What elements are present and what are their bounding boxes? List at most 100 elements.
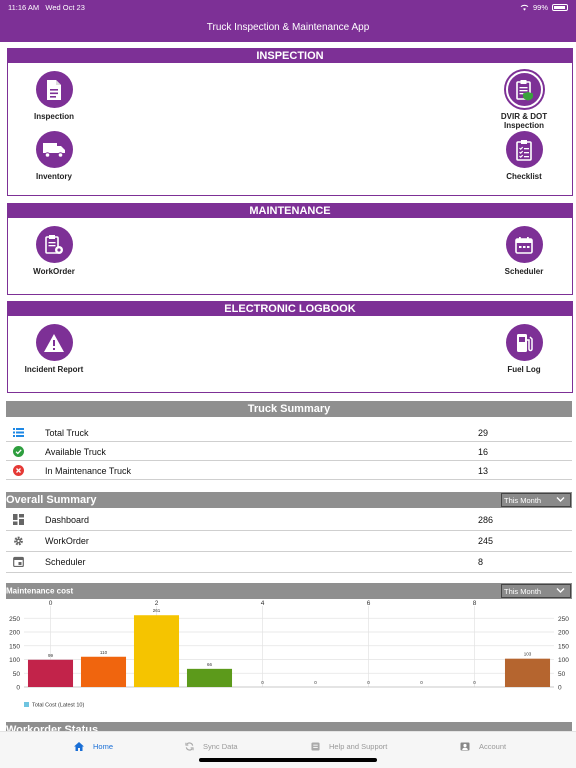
- y-tick-label-left: 100: [9, 657, 20, 664]
- y-tick-label-right: 200: [558, 630, 569, 637]
- tab-sync-data[interactable]: Sync Data: [185, 742, 238, 751]
- x-circle-icon: [13, 465, 24, 476]
- help-icon: [311, 742, 320, 751]
- bar-value-label: 103: [524, 652, 532, 657]
- overall-summary-filter-value: This Month: [504, 495, 542, 505]
- inspection-tile[interactable]: Inspection: [14, 71, 94, 121]
- workorder-gear-icon: [35, 226, 73, 263]
- tab-label: Account: [479, 742, 507, 751]
- gear-icon: [13, 535, 24, 546]
- overall-row-label: Scheduler: [45, 557, 86, 567]
- bar: [186, 668, 233, 687]
- legend-label: Total Cost (Latest 10): [32, 703, 84, 709]
- x-tick-label: 6: [367, 600, 371, 607]
- tab-bar: Home Sync Data Help and Support Account: [0, 731, 576, 768]
- x-tick-label: 2: [155, 600, 159, 607]
- fuel-log-tile[interactable]: Fuel Log: [484, 324, 564, 374]
- summary-row-value: 29: [478, 428, 489, 438]
- bar-value-label: 0: [473, 680, 476, 685]
- y-tick-label-left: 0: [16, 685, 20, 692]
- summary-row-total-truck[interactable]: Total Truck 29: [6, 423, 572, 442]
- bar: [504, 658, 551, 687]
- dvir-dot-inspection-tile[interactable]: DVIR & DOT Inspection: [484, 71, 564, 130]
- battery-icon: [552, 4, 568, 11]
- y-tick-label-left: 50: [13, 671, 21, 678]
- x-tick-label: 8: [473, 600, 477, 607]
- maintenance-panel: MAINTENANCE WorkOrder Scheduler: [7, 203, 573, 295]
- y-tick-label-left: 250: [9, 616, 20, 623]
- incident-report-tile[interactable]: Incident Report: [14, 324, 94, 374]
- inventory-label: Inventory: [35, 172, 72, 181]
- legend-swatch: [24, 702, 29, 707]
- logbook-title: ELECTRONIC LOGBOOK: [8, 302, 572, 316]
- check-circle-icon: [13, 446, 24, 457]
- home-indicator: [199, 758, 377, 762]
- bar-value-label: 110: [100, 650, 108, 655]
- logbook-panel: ELECTRONIC LOGBOOK Incident Report Fuel …: [7, 301, 573, 393]
- fuel-log-label: Fuel Log: [507, 365, 541, 374]
- maintenance-title: MAINTENANCE: [8, 204, 572, 218]
- tab-home[interactable]: Home: [74, 742, 113, 751]
- y-tick-label-left: 200: [9, 630, 20, 637]
- overall-summary-title: Overall Summary: [6, 494, 97, 506]
- incident-report-label: Incident Report: [24, 365, 84, 374]
- chevron-down-icon: [556, 587, 565, 596]
- summary-row-value: 13: [478, 466, 489, 476]
- summary-row-label: In Maintenance Truck: [45, 466, 132, 476]
- bar: [27, 659, 74, 687]
- maintenance-cost-chart-svg: 0 0 50 50 100 100 150 150 200 200 250 250 0 2 4 6 8 99 110…: [9, 600, 569, 709]
- workorder-label: WorkOrder: [33, 267, 75, 276]
- overall-row-scheduler[interactable]: Scheduler 8: [6, 552, 572, 573]
- x-tick-label: 0: [49, 600, 53, 607]
- tab-label: Sync Data: [203, 742, 238, 751]
- overall-summary-header: Overall Summary This Month: [6, 492, 572, 508]
- truck-summary-title: Truck Summary: [6, 401, 572, 417]
- y-tick-label-right: 50: [558, 671, 566, 678]
- overall-row-value: 245: [478, 536, 494, 546]
- maintenance-cost-chart: 0 0 50 50 100 100 150 150 200 200 250 250 0 2 4 6 8 99 110…: [6, 598, 572, 716]
- scheduler-tile[interactable]: Scheduler: [484, 226, 564, 276]
- home-icon: [74, 742, 84, 751]
- maintenance-cost-header: Maintenance cost This Month: [6, 583, 572, 599]
- checklist-icon: [505, 131, 543, 168]
- account-icon: [460, 742, 470, 751]
- checklist-tile[interactable]: Checklist: [484, 131, 564, 181]
- fuel-pump-icon: [505, 324, 543, 361]
- sync-icon: [185, 742, 194, 751]
- overall-row-label: WorkOrder: [45, 536, 89, 546]
- inventory-tile[interactable]: Inventory: [14, 131, 94, 181]
- maintenance-cost-title: Maintenance cost: [6, 586, 74, 596]
- bar-value-label: 0: [314, 680, 317, 685]
- chevron-down-icon: [556, 496, 565, 505]
- overall-row-value: 8: [478, 557, 484, 567]
- list-icon: [13, 427, 24, 438]
- y-tick-label-right: 150: [558, 643, 569, 650]
- tab-account[interactable]: Account: [460, 742, 506, 751]
- overall-summary-filter-select[interactable]: This Month: [501, 493, 571, 507]
- summary-row-available-truck[interactable]: Available Truck 16: [6, 442, 572, 461]
- inspection-panel: INSPECTION Inspection DVIR & DOT Inspect…: [7, 48, 573, 196]
- bar-value-label: 66: [207, 662, 213, 667]
- app-title: Truck Inspection & Maintenance App: [0, 14, 576, 42]
- bar: [80, 656, 127, 687]
- calendar-icon: [505, 226, 543, 263]
- document-icon: [35, 71, 73, 108]
- checklist-label: Checklist: [506, 172, 542, 181]
- clipboard-shield-icon: [505, 71, 543, 108]
- overall-row-workorder[interactable]: WorkOrder 245: [6, 531, 572, 552]
- workorder-tile[interactable]: WorkOrder: [14, 226, 94, 276]
- bar: [133, 615, 180, 687]
- status-bar: 11:16 AM Wed Oct 23 99%: [0, 0, 576, 14]
- summary-row-label: Total Truck: [45, 428, 89, 438]
- tab-help-and-support[interactable]: Help and Support: [311, 742, 387, 751]
- y-tick-label-right: 0: [558, 685, 562, 692]
- tab-label: Help and Support: [329, 742, 388, 751]
- summary-row-label: Available Truck: [45, 447, 106, 457]
- dashboard-icon: [13, 514, 24, 525]
- bar-value-label: 99: [48, 653, 54, 658]
- wifi-icon: [520, 4, 529, 11]
- summary-row-in-maintenance-truck[interactable]: In Maintenance Truck 13: [6, 461, 572, 480]
- maintenance-cost-filter-select[interactable]: This Month: [501, 584, 571, 598]
- overall-row-dashboard[interactable]: Dashboard 286: [6, 510, 572, 531]
- y-tick-label-right: 250: [558, 616, 569, 623]
